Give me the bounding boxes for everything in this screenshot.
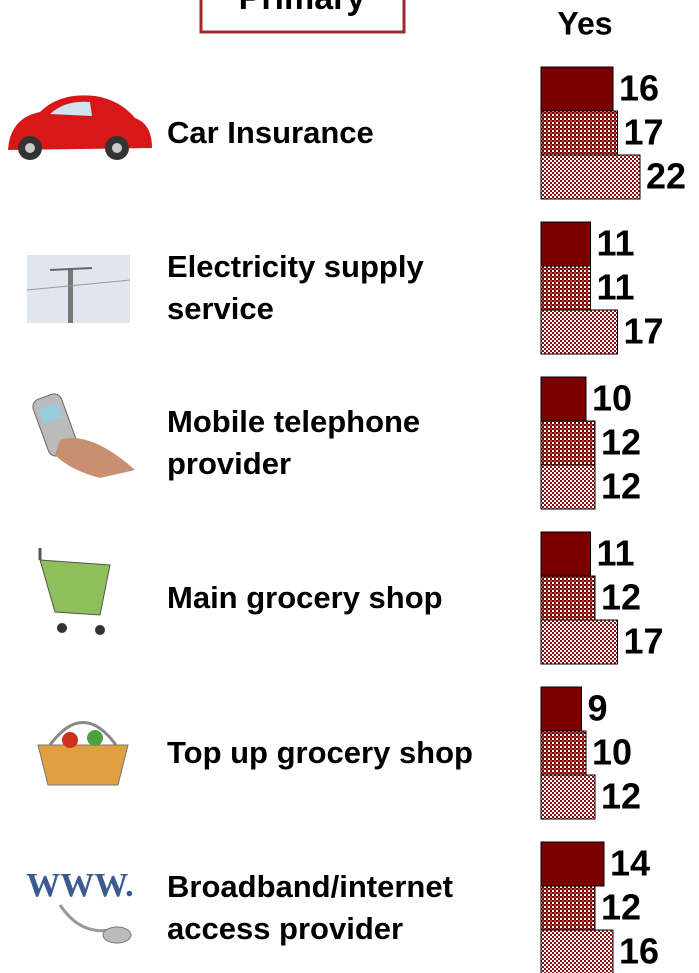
www-icon: WWW. xyxy=(26,867,133,943)
basket-icon xyxy=(38,723,128,786)
bar xyxy=(541,377,586,421)
value-label: 12 xyxy=(601,422,641,463)
bar xyxy=(541,620,618,664)
value-label: 10 xyxy=(592,378,632,419)
bar xyxy=(541,266,591,310)
value-label: 11 xyxy=(597,533,635,574)
value-label: 14 xyxy=(610,843,650,884)
value-label: 10 xyxy=(592,732,632,773)
bar xyxy=(541,155,640,199)
bar xyxy=(541,576,595,620)
bar xyxy=(541,222,591,266)
column-title: Yes xyxy=(557,5,612,41)
bar xyxy=(541,421,595,465)
bar xyxy=(541,886,595,930)
mobile-icon xyxy=(31,392,135,478)
bar xyxy=(541,731,586,775)
value-label: 12 xyxy=(601,887,641,928)
bar xyxy=(541,532,591,576)
bar xyxy=(541,111,618,155)
car-icon xyxy=(8,95,152,160)
category-label: Top up grocery shop xyxy=(167,732,527,774)
value-label: 11 xyxy=(597,223,635,264)
bar xyxy=(541,930,613,973)
value-label: 16 xyxy=(619,931,659,972)
value-label: 22 xyxy=(646,156,686,197)
value-label: 12 xyxy=(601,776,641,817)
value-label: 17 xyxy=(624,621,664,662)
category-label: Main grocery shop xyxy=(167,577,527,619)
category-label: Broadband/internet access provider xyxy=(167,866,527,950)
category-label: Mobile telephone provider xyxy=(167,401,527,485)
bar xyxy=(541,687,582,731)
slide: Primary Yes WWW. 16172211111710121211121… xyxy=(0,0,699,973)
category-label: Car Insurance xyxy=(167,112,527,154)
value-label: 9 xyxy=(588,688,608,729)
category-label: Electricity supply service xyxy=(167,246,527,330)
bar xyxy=(541,67,613,111)
bar xyxy=(541,842,604,886)
bar xyxy=(541,775,595,819)
bar xyxy=(541,465,595,509)
header: Primary xyxy=(239,0,366,17)
trolley-icon xyxy=(40,548,110,635)
value-label: 11 xyxy=(597,267,635,308)
value-label: 17 xyxy=(624,112,664,153)
bar xyxy=(541,310,618,354)
value-label: 16 xyxy=(619,68,659,109)
electricity-icon xyxy=(27,255,130,323)
value-label: 12 xyxy=(601,577,641,618)
svg-text:WWW.: WWW. xyxy=(26,867,133,904)
value-label: 12 xyxy=(601,466,641,507)
value-label: 17 xyxy=(624,311,664,352)
